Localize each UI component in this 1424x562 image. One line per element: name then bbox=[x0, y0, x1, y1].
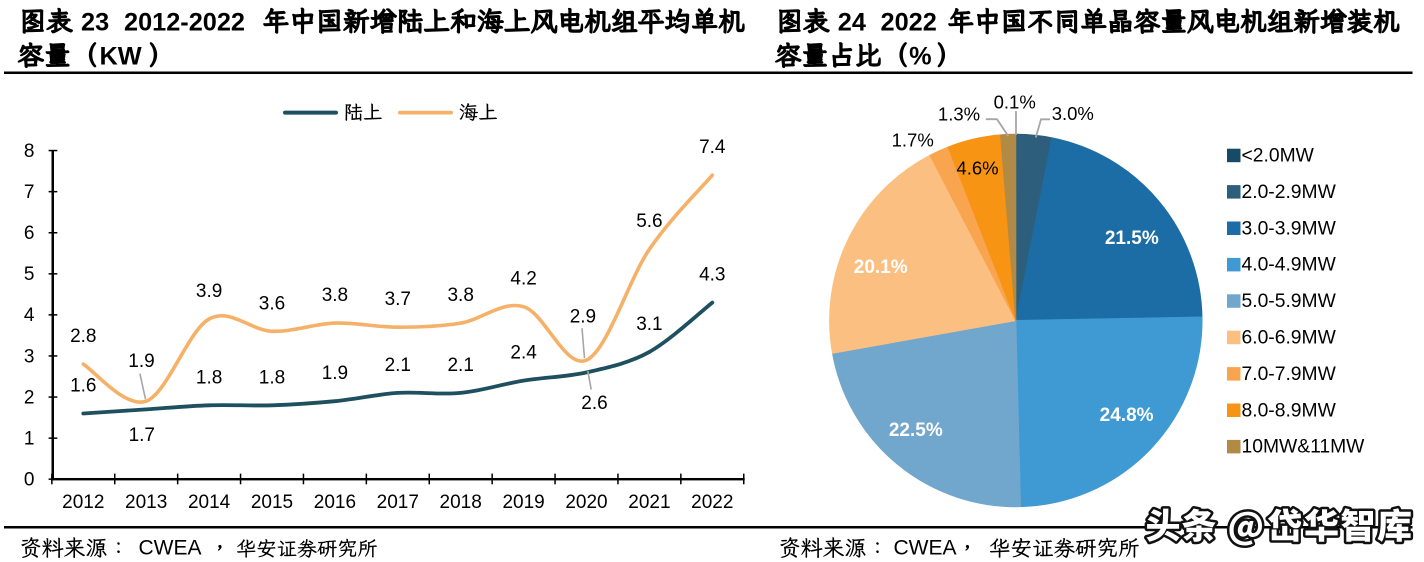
svg-text:4.3: 4.3 bbox=[699, 265, 725, 286]
svg-text:0.1%: 0.1% bbox=[994, 92, 1036, 113]
svg-text:3.8: 3.8 bbox=[322, 285, 348, 306]
svg-text:0: 0 bbox=[24, 470, 35, 491]
svg-text:6: 6 bbox=[24, 223, 35, 244]
svg-text:20.1%: 20.1% bbox=[854, 257, 908, 278]
svg-text:2.9: 2.9 bbox=[570, 306, 596, 327]
svg-text:6.0-6.9MW: 6.0-6.9MW bbox=[1242, 328, 1337, 349]
svg-text:1.7%: 1.7% bbox=[892, 129, 934, 150]
svg-text:5: 5 bbox=[24, 264, 35, 285]
svg-text:8.0-8.9MW: 8.0-8.9MW bbox=[1242, 400, 1337, 421]
svg-text:4.6%: 4.6% bbox=[956, 157, 998, 178]
svg-text:3.0%: 3.0% bbox=[1052, 103, 1094, 124]
svg-text:2014: 2014 bbox=[188, 492, 231, 513]
svg-text:2.1: 2.1 bbox=[385, 355, 411, 376]
svg-text:2022: 2022 bbox=[881, 9, 937, 37]
svg-text:5.0-5.9MW: 5.0-5.9MW bbox=[1242, 291, 1337, 312]
svg-text:3.9: 3.9 bbox=[196, 281, 222, 302]
svg-text:3.8: 3.8 bbox=[447, 285, 473, 306]
svg-text:2.4: 2.4 bbox=[510, 343, 537, 364]
svg-text:24: 24 bbox=[838, 9, 866, 37]
svg-text:1.7: 1.7 bbox=[129, 425, 155, 446]
svg-text:%: % bbox=[909, 43, 932, 71]
svg-text:4.0-4.9MW: 4.0-4.9MW bbox=[1242, 255, 1337, 276]
svg-text:1.3%: 1.3% bbox=[938, 103, 980, 124]
svg-text:4: 4 bbox=[24, 305, 35, 326]
svg-text:1.9: 1.9 bbox=[322, 363, 348, 384]
svg-text:2016: 2016 bbox=[314, 492, 356, 513]
svg-text:CWEA: CWEA bbox=[139, 537, 202, 560]
svg-text:1: 1 bbox=[24, 428, 35, 449]
svg-text:<2.0MW: <2.0MW bbox=[1242, 146, 1315, 167]
svg-text:2012: 2012 bbox=[62, 492, 104, 513]
svg-text:2017: 2017 bbox=[377, 492, 419, 513]
svg-text:1.6: 1.6 bbox=[70, 376, 96, 397]
svg-text:1.8: 1.8 bbox=[259, 367, 285, 388]
svg-text:5.6: 5.6 bbox=[636, 211, 662, 232]
svg-text:2013: 2013 bbox=[125, 492, 167, 513]
svg-text:1.9: 1.9 bbox=[128, 351, 154, 372]
svg-text:2.8: 2.8 bbox=[70, 326, 96, 347]
svg-text:2012-2022: 2012-2022 bbox=[124, 9, 245, 37]
svg-text:2022: 2022 bbox=[691, 492, 733, 513]
svg-text:7.0-7.9MW: 7.0-7.9MW bbox=[1242, 364, 1337, 385]
svg-text:2.6: 2.6 bbox=[581, 393, 607, 414]
svg-text:CWEA: CWEA bbox=[894, 537, 957, 560]
svg-text:21.5%: 21.5% bbox=[1105, 228, 1159, 249]
svg-text:3: 3 bbox=[24, 346, 35, 367]
svg-text:3.1: 3.1 bbox=[636, 314, 662, 335]
svg-text:2018: 2018 bbox=[440, 492, 482, 513]
svg-text:2020: 2020 bbox=[565, 492, 607, 513]
svg-text:4.2: 4.2 bbox=[510, 269, 536, 290]
svg-text:22.5%: 22.5% bbox=[889, 420, 943, 441]
svg-text:7.4: 7.4 bbox=[699, 137, 726, 158]
svg-text:2.1: 2.1 bbox=[447, 355, 473, 376]
svg-text:7: 7 bbox=[24, 182, 35, 203]
svg-text:2021: 2021 bbox=[628, 492, 670, 513]
svg-text:23: 23 bbox=[81, 9, 109, 37]
svg-text:24.8%: 24.8% bbox=[1100, 405, 1154, 426]
svg-text:KW: KW bbox=[100, 43, 142, 71]
svg-text:8: 8 bbox=[24, 141, 35, 162]
svg-text:2015: 2015 bbox=[251, 492, 293, 513]
svg-text:3.7: 3.7 bbox=[385, 289, 411, 310]
svg-text:2019: 2019 bbox=[502, 492, 544, 513]
svg-text:3.6: 3.6 bbox=[259, 293, 285, 314]
svg-text:10MW&11MW: 10MW&11MW bbox=[1242, 437, 1366, 458]
svg-text:2.0-2.9MW: 2.0-2.9MW bbox=[1242, 182, 1337, 203]
svg-text:2: 2 bbox=[24, 387, 35, 408]
svg-text:1.8: 1.8 bbox=[196, 367, 222, 388]
svg-text:3.0-3.9MW: 3.0-3.9MW bbox=[1242, 218, 1337, 239]
